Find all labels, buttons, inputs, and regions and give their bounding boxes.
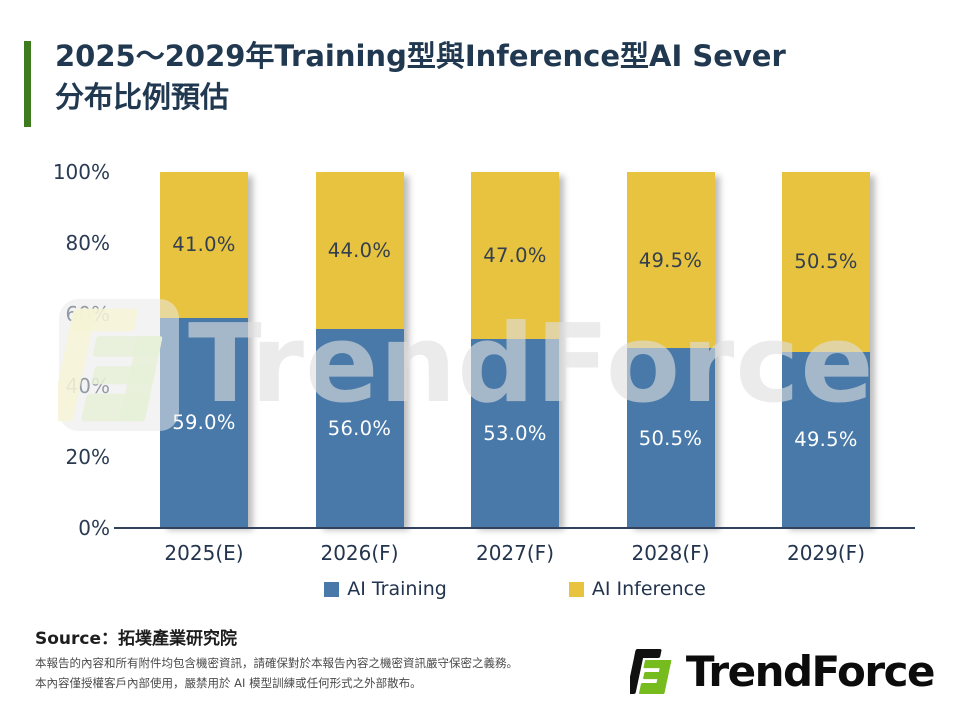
disclaimer: 本報告的內容和所有附件均包含機密資訊，請確保對於本報告內容之機密資訊嚴守保密之義…: [35, 653, 518, 693]
y-axis-label: 60%: [65, 302, 110, 327]
y-axis: 100% 80% 60% 40% 20% 0%: [38, 160, 110, 540]
x-axis: 2025(E) 2026(F) 2027(F) 2028(F) 2029(F): [120, 541, 910, 567]
trendforce-logo: TrendForce: [629, 645, 936, 698]
data-label: 50.5%: [638, 426, 703, 450]
y-axis-label: 40%: [65, 373, 110, 398]
segment-ai-training: 53.0%: [471, 339, 559, 528]
x-axis-label: 2029(F): [786, 541, 865, 565]
data-label: 56.0%: [327, 416, 392, 440]
title-accent-bar: [24, 41, 31, 127]
y-axis-label: 0%: [78, 516, 110, 540]
legend-swatch: [568, 581, 584, 597]
trendforce-logo-icon: [629, 648, 672, 695]
plot-area: 41.0% 59.0% 44.0% 56.0% 47.0% 53.0% 49.5% 50.5%…: [114, 172, 915, 529]
source-text: Source：拓墣產業研究院: [35, 629, 238, 649]
y-axis-label: 80%: [65, 231, 110, 256]
segment-ai-inference: 47.0%: [471, 172, 559, 340]
legend-item-ai-training: AI Training: [324, 578, 447, 600]
segment-ai-training: 59.0%: [160, 317, 248, 528]
legend-swatch: [324, 581, 340, 597]
segment-ai-inference: 41.0%: [160, 172, 248, 318]
data-label: 47.0%: [483, 244, 547, 268]
x-axis-label: 2028(F): [631, 541, 710, 565]
data-label: 53.0%: [483, 422, 547, 446]
bar-2028(F): 49.5% 50.5%: [626, 172, 715, 528]
bar-2027(F): 47.0% 53.0%: [471, 172, 559, 528]
legend-label: AI Inference: [591, 578, 706, 600]
y-axis-label: 100%: [52, 160, 110, 184]
trendforce-logo-text: TrendForce: [685, 646, 936, 696]
data-label: 49.5%: [638, 248, 703, 272]
data-label: 49.5%: [794, 428, 858, 452]
page-title: 2025～2029年Training型與Inference型AI Sever 分…: [55, 36, 786, 118]
disclaimer-line2: 本內容僅授權客戶內部使用，嚴禁用於 AI 模型訓練或任何形式之外部散布。: [35, 676, 422, 690]
segment-ai-training: 50.5%: [626, 348, 715, 528]
data-label: 41.0%: [172, 233, 236, 257]
x-axis-label: 2027(F): [475, 541, 554, 565]
legend-label: AI Training: [347, 578, 447, 600]
segment-ai-inference: 50.5%: [782, 172, 870, 352]
data-label: 59.0%: [172, 411, 236, 435]
segment-ai-training: 49.5%: [782, 351, 870, 528]
data-label: 44.0%: [327, 238, 392, 262]
segment-ai-inference: 49.5%: [626, 172, 715, 349]
y-axis-label: 20%: [65, 444, 110, 469]
data-label: 50.5%: [794, 250, 858, 274]
x-axis-label: 2026(F): [320, 541, 399, 565]
header: 2025～2029年Training型與Inference型AI Sever 分…: [24, 36, 786, 127]
legend: AI Training AI Inference: [120, 578, 910, 600]
disclaimer-line1: 本報告的內容和所有附件均包含機密資訊，請確保對於本報告內容之機密資訊嚴守保密之義…: [35, 656, 518, 670]
x-axis-line: [114, 527, 915, 529]
x-axis-label: 2025(E): [164, 541, 244, 565]
bar-2026(F): 44.0% 56.0%: [315, 172, 404, 528]
page-title-line2: 分布比例預估: [55, 80, 230, 114]
bar-2029(F): 50.5% 49.5%: [782, 172, 870, 528]
page-title-line1: 2025～2029年Training型與Inference型AI Sever: [55, 39, 786, 73]
segment-ai-training: 56.0%: [315, 328, 404, 528]
segment-ai-inference: 44.0%: [315, 172, 404, 329]
bar-2025(E): 41.0% 59.0%: [160, 172, 248, 528]
legend-item-ai-inference: AI Inference: [568, 578, 706, 600]
